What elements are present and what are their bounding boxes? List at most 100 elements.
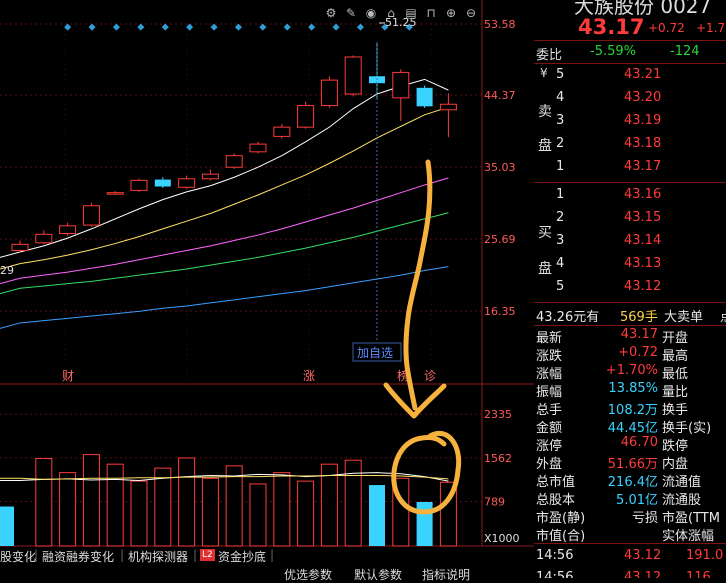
stat-key-right: 流通值 [662,475,702,490]
volume-axis-label: 789 [484,495,505,508]
volume-bar [369,485,385,546]
sell-level-row[interactable]: 2 43.18 [534,133,726,155]
candle-body [320,79,338,107]
sell-price: 43.19 [624,113,662,128]
buy-level-row[interactable]: 2 43.15 [534,207,726,229]
buy-level: 1 [556,187,565,202]
tick-volume: 191.0 [686,548,724,563]
buy-level-row[interactable]: 5 43.12 [534,276,726,298]
weibi-label: 委比 [536,48,563,63]
stat-key-right: 内盘 [662,457,689,472]
stat-key: 总股本 [536,493,576,508]
stat-key-right: 最高 [662,349,689,364]
divider [534,325,726,326]
kline-chart[interactable]: 53.58 44.37 35.03 25.69 16.35 2335 1562 789 X100… [0,0,534,578]
volume-bar [320,463,338,547]
divider [534,182,726,183]
tab-margin-change[interactable]: 融资融券变化 [42,550,115,564]
buy-side-label: 买盘 [538,225,552,277]
buy-price: 43.13 [624,256,662,271]
indicator-help-button[interactable]: 指标说明 [422,568,471,582]
stats-row: 涨停 46.70 跌停 [534,434,726,454]
weibi-diff: -124 [670,44,700,59]
tick-row: 14:56 43.12 191.0 [534,545,726,567]
volume-bar [0,506,14,546]
tick-volume: 116 [686,570,711,578]
eye-icon[interactable]: ◉ [365,6,377,20]
big-order-amount: 43.26元有 [536,310,600,325]
volume-bar [154,467,172,547]
stat-value: 13.85% [608,381,658,396]
tick-time: 14:56 [536,548,574,563]
sell-level-row[interactable]: 4 43.20 [534,87,726,109]
settings-icon[interactable]: ⚙ [325,6,337,20]
stat-key: 涨幅 [536,367,563,382]
peak-price-label: 51.25 [385,16,417,29]
stats-row: 外盘 51.66万 内盘 [534,452,726,472]
divider [534,543,726,544]
candle-body [344,56,362,95]
volume-ma-line [0,474,449,480]
pen-icon[interactable]: ✎ [345,6,357,20]
tab-share-change[interactable]: 股变化 [0,550,37,564]
buy-price: 43.14 [624,233,662,248]
add-watchlist-button[interactable]: 加自选 [357,346,393,360]
tick-price: 43.12 [624,570,662,578]
add-watchlist-box [352,342,402,362]
stat-key-right: 量比 [662,385,689,400]
stats-row: 最新 43.17 开盘 [534,326,726,346]
tick-price: 43.12 [624,548,662,563]
stat-value: 44.45亿 [607,421,658,436]
candle-body [392,71,410,99]
lock-icon[interactable]: ⊓ [426,6,436,20]
price-axis-label: 44.37 [484,89,516,102]
volume-axis-label: 2335 [484,408,512,421]
sell-level-row[interactable]: 3 43.19 [534,110,726,132]
chart-toolbar: ⚙ ✎ ◉ ⌂ ▤ ⊓ ⊕ ⊖ [322,0,482,24]
stats-row: 涨跌 +0.72 最高 [534,344,726,364]
tab-fund-bottom[interactable]: 资金抄底 [218,550,267,564]
optimal-params-button[interactable]: 优选参数 [284,568,333,582]
zoom-out-icon[interactable]: ⊖ [465,6,477,20]
candle-body [130,179,148,191]
stat-value: +0.72 [618,345,658,360]
volume-bar [225,465,243,547]
candle-body [11,243,29,251]
current-price: 43.17 [578,15,645,39]
buy-level-row[interactable]: 1 43.16 [534,184,726,206]
big-order-hands: 569手 [620,310,658,325]
candle-body [59,225,77,235]
stat-key-right: 换手(实) [662,421,712,436]
sell-level: 3 [556,113,565,128]
basket-icon[interactable]: ⌂ [387,6,395,20]
stat-key-right: 跌停 [662,439,689,454]
candle-body [297,105,315,128]
sell-level-row[interactable]: 5 43.21 [534,64,726,86]
stats-row: 总股本 5.01亿 流通股 [534,488,726,508]
volume-bar [35,458,53,547]
archive-icon[interactable]: ▤ [405,6,417,20]
stats-row: 振幅 13.85% 量比 [534,380,726,400]
event-marker-label: 财 [62,369,74,383]
default-params-button[interactable]: 默认参数 [354,568,403,582]
buy-level-row[interactable]: 3 43.14 [534,230,726,252]
stat-value: 216.4亿 [607,475,658,490]
buy-level-row[interactable]: 4 43.13 [534,253,726,275]
big-order-label: 大卖单 [664,310,704,325]
sell-level-row[interactable]: 1 43.17 [534,156,726,178]
sell-side-label: 卖盘 [538,104,552,154]
volume-bar [273,472,291,547]
volume-bar [130,480,148,547]
buy-price: 43.12 [624,279,662,294]
zoom-in-icon[interactable]: ⊕ [445,6,457,20]
buy-price: 43.15 [624,210,662,225]
tab-institution-detector[interactable]: 机构探测器 [128,550,189,564]
candle-body [106,192,124,195]
candle-body [201,173,219,180]
divider [534,63,726,64]
annotation-circle [391,430,462,515]
stats-row: 市值(合) 实体涨幅 [534,524,726,544]
stat-value: 51.66万 [607,457,658,472]
stat-key-right: 市盈(TTM [662,511,720,526]
tick-time: 14:56 [536,570,574,578]
